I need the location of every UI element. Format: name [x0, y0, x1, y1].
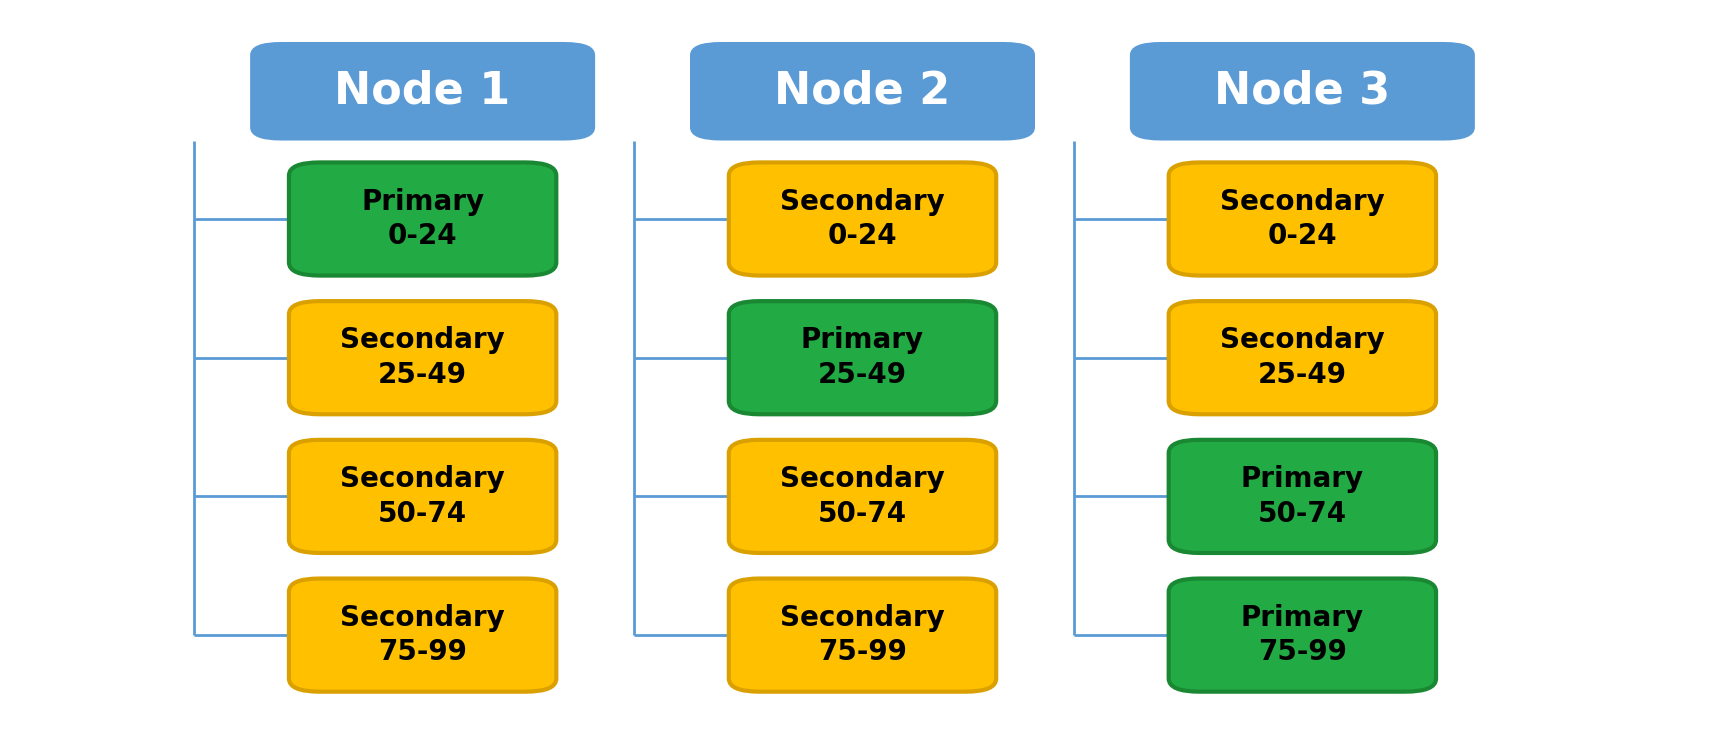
FancyBboxPatch shape — [728, 578, 997, 692]
Text: Secondary
0-24: Secondary 0-24 — [780, 188, 945, 250]
Text: Secondary
50-74: Secondary 50-74 — [780, 465, 945, 528]
FancyBboxPatch shape — [728, 439, 997, 553]
FancyBboxPatch shape — [1170, 439, 1435, 553]
FancyBboxPatch shape — [728, 301, 997, 414]
Text: Secondary
75-99: Secondary 75-99 — [780, 604, 945, 666]
Text: Node 3: Node 3 — [1214, 70, 1390, 112]
FancyBboxPatch shape — [288, 578, 555, 692]
FancyBboxPatch shape — [288, 439, 555, 553]
FancyBboxPatch shape — [288, 301, 555, 414]
Text: Secondary
25-49: Secondary 25-49 — [340, 326, 505, 389]
Text: Node 1: Node 1 — [335, 70, 511, 112]
Text: Node 2: Node 2 — [775, 70, 950, 112]
Text: Secondary
0-24: Secondary 0-24 — [1220, 188, 1385, 250]
FancyBboxPatch shape — [1130, 42, 1475, 140]
FancyBboxPatch shape — [288, 163, 555, 276]
FancyBboxPatch shape — [1170, 578, 1435, 692]
Text: Primary
0-24: Primary 0-24 — [361, 188, 485, 250]
Text: Primary
50-74: Primary 50-74 — [1240, 465, 1364, 528]
FancyBboxPatch shape — [1170, 163, 1435, 276]
Text: Secondary
25-49: Secondary 25-49 — [1220, 326, 1385, 389]
Text: Primary
25-49: Primary 25-49 — [800, 326, 925, 389]
FancyBboxPatch shape — [690, 42, 1035, 140]
FancyBboxPatch shape — [728, 163, 997, 276]
Text: Secondary
75-99: Secondary 75-99 — [340, 604, 505, 666]
Text: Secondary
50-74: Secondary 50-74 — [340, 465, 505, 528]
Text: Primary
75-99: Primary 75-99 — [1240, 604, 1364, 666]
FancyBboxPatch shape — [1170, 301, 1435, 414]
FancyBboxPatch shape — [250, 42, 595, 140]
